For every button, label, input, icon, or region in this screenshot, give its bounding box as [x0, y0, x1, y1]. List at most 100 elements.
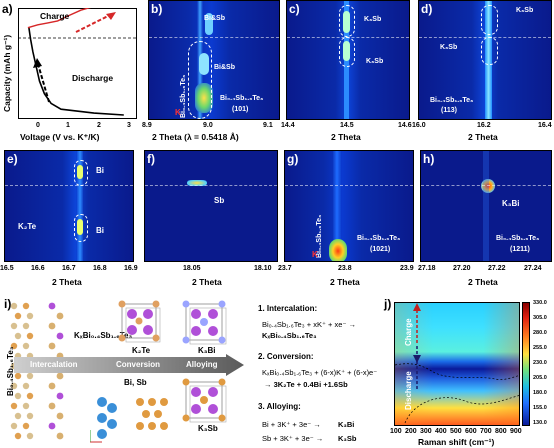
- panel-j-letter: j): [384, 297, 392, 311]
- discharge-arrow: [37, 63, 50, 103]
- a-xtick: 0: [36, 122, 40, 129]
- d-ellipse2: [481, 37, 498, 65]
- step2-eq2: → 3K₂Te + 0.4Bi +1.6Sb: [264, 380, 348, 389]
- panel-d-xlabel: 2 Theta: [468, 132, 498, 142]
- atom: [26, 332, 34, 340]
- panel-j-heatmap: [394, 302, 520, 426]
- g-ann-k: K: [312, 250, 318, 259]
- step3-eq1: Bi + 3K⁺ + 3e⁻ →: [262, 420, 321, 429]
- b-xtick: 8.9: [142, 122, 152, 129]
- c-ellipse1: [339, 5, 355, 37]
- atom: [56, 332, 64, 340]
- f-dashline: [145, 185, 277, 186]
- e-ellipse1: [74, 160, 88, 186]
- b-xtick: 9.0: [203, 122, 213, 129]
- g-spot: [329, 239, 347, 261]
- j-charge-label: Charge: [404, 318, 413, 346]
- atom: [22, 382, 30, 390]
- atom: [14, 312, 22, 320]
- a-xtick: 1: [66, 122, 70, 129]
- j-cbar-tick: 205.0: [533, 375, 547, 381]
- j-cbar-tick: 180.0: [533, 390, 547, 396]
- e-spot-top: [77, 165, 83, 179]
- atom: [14, 412, 22, 420]
- b-spot-bottom: [195, 83, 213, 113]
- i-step-alloying: Alloying: [186, 360, 218, 369]
- panel-g-xlabel: 2 Theta: [330, 277, 360, 287]
- j-cbar-tick: 230.0: [533, 360, 547, 366]
- panel-j-xlabel: Raman shift (cm⁻¹): [418, 437, 495, 447]
- d-dashline: [419, 37, 551, 38]
- d-ann-top: K₃Sb: [516, 7, 534, 14]
- atom: [10, 422, 18, 430]
- atom: [48, 422, 56, 430]
- atom: [14, 392, 22, 400]
- discharge-arrow-head: [33, 58, 42, 68]
- j-xtick: 500: [450, 428, 462, 435]
- f-spot: [187, 180, 207, 186]
- step3-eq2: Sb + 3K⁺ + 3e⁻ →: [262, 434, 324, 443]
- atom: [56, 372, 64, 380]
- e-dashline: [5, 185, 133, 186]
- e-spot-bottom: [77, 219, 83, 235]
- d-xtick: 16.2: [477, 122, 491, 129]
- d-xtick: 16.4: [538, 122, 552, 129]
- atom: [22, 342, 30, 350]
- panel-a-plot: [18, 8, 137, 119]
- step1-eq1: Bi₀.₄Sb₁.₆Te₃ + xK⁺ + xe⁻ →: [262, 320, 356, 329]
- atom: [56, 392, 64, 400]
- h-ann-phase: Bi₀.₄Sb₁.₆Te₃: [496, 235, 540, 242]
- c-ellipse2: [339, 37, 355, 67]
- d-xtick: 16.0: [412, 122, 426, 129]
- atom: [10, 302, 18, 310]
- j-contours: [395, 303, 519, 424]
- f-xtick: 18.05: [183, 265, 201, 272]
- g-ann-phase: Bi₀.₄Sb₁.₆Te₃: [357, 235, 401, 242]
- b-xtick: 9.1: [263, 122, 273, 129]
- c-ann-top: K₃Sb: [364, 16, 382, 23]
- panel-e-letter: e): [7, 152, 18, 166]
- atom: [14, 372, 22, 380]
- e-xtick: 16.7: [62, 265, 76, 272]
- discharge-label: Discharge: [72, 73, 114, 83]
- panel-c-xlabel: 2 Theta: [331, 132, 361, 142]
- atom: [48, 402, 56, 410]
- step3-eq2b: K₃Sb: [338, 434, 357, 443]
- atom: [10, 322, 18, 330]
- atom: [48, 302, 56, 310]
- bisb-structures: [90, 397, 168, 443]
- b-ann-hkl: (101): [232, 106, 249, 113]
- atom: [10, 342, 18, 350]
- g-xtick: 23.9: [400, 265, 414, 272]
- charge-arrow: [75, 13, 113, 33]
- panel-f-xlabel: 2 Theta: [192, 277, 222, 287]
- j-xtick: 900: [510, 428, 522, 435]
- j-xtick: 300: [420, 428, 432, 435]
- g-xtick: 23.8: [338, 265, 352, 272]
- h-xtick: 27.20: [453, 265, 471, 272]
- c-dashline: [287, 37, 409, 38]
- kx-structure: [48, 302, 64, 440]
- panel-f-letter: f): [147, 152, 155, 166]
- panel-c-heatmap: [286, 0, 410, 120]
- process-arrow: [14, 354, 244, 376]
- j-xtick: 800: [495, 428, 507, 435]
- panel-b-xlabel: 2 Theta (λ = 0.5418 Å): [152, 132, 239, 142]
- i-step-intercalation: Intercalation: [30, 360, 78, 369]
- panel-g-heatmap: [284, 150, 414, 262]
- atom: [22, 302, 30, 310]
- atom: [22, 402, 30, 410]
- panel-a-xlabel: Voltage (V vs. K⁺/K): [20, 132, 100, 142]
- j-cbar-tick: 280.0: [533, 330, 547, 336]
- panel-a-ylabel: Capacity (mAh g⁻¹): [2, 34, 12, 112]
- panel-b-heatmap: [148, 0, 280, 120]
- panel-g-letter: g): [287, 152, 299, 166]
- panel-e-xlabel: 2 Theta: [52, 277, 82, 287]
- j-cbar-tick: 305.0: [533, 315, 547, 321]
- step3-title: 3. Alloying:: [258, 402, 301, 411]
- panel-a-frame: [18, 8, 137, 119]
- e-xtick: 16.5: [0, 265, 14, 272]
- step2-title: 2. Conversion:: [258, 352, 314, 361]
- atom: [56, 412, 64, 420]
- j-xtick: 100: [390, 428, 402, 435]
